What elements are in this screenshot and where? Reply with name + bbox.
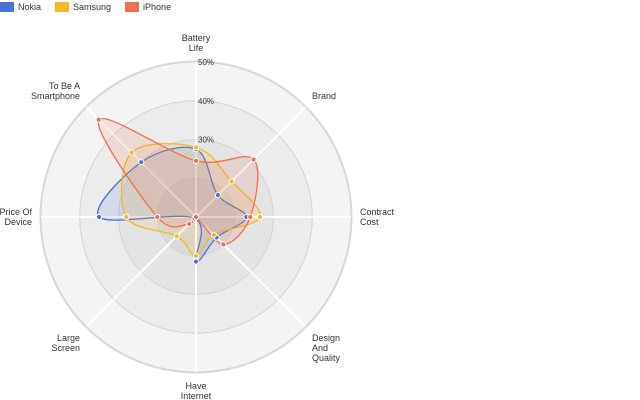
r-tick-label: 30% (198, 136, 214, 145)
data-point-iphone (186, 220, 193, 227)
data-point-samsung (256, 213, 264, 221)
grid-outer-ring (39, 60, 353, 374)
data-point-samsung (128, 149, 135, 156)
data-point-samsung (192, 144, 200, 151)
axis-label: Brand (312, 91, 336, 101)
data-point-iphone (247, 213, 254, 221)
axis-label-line: Cost (360, 217, 379, 227)
r-tick-label: 50% (198, 58, 214, 67)
axis-label: To Be A Smartphone (31, 81, 80, 101)
data-point-samsung (228, 178, 235, 185)
data-point-nokia (192, 258, 200, 265)
legend-item-samsung[interactable]: Samsung (55, 2, 111, 12)
axis-label-line: Contract (360, 207, 395, 217)
axis-label-line: And (312, 343, 328, 353)
legend-swatch (125, 2, 140, 12)
data-point-nokia (138, 159, 145, 166)
legend-item-nokia[interactable]: Nokia (0, 2, 41, 12)
radar-labels: 30% 40% 50% Battery Life Brand Contract Cost Des… (0, 33, 395, 400)
legend-label: iPhone (143, 2, 172, 12)
legend-label: Nokia (18, 2, 42, 12)
axis-label-line: Design (312, 333, 340, 343)
data-point-nokia (214, 191, 222, 199)
legend-swatch (55, 2, 70, 12)
data-point-iphone (250, 156, 257, 163)
r-tick-label: 40% (198, 97, 214, 106)
data-point-samsung (123, 213, 130, 221)
axis-label: Large Screen (52, 333, 81, 353)
axis-label-line: Battery (182, 33, 211, 43)
data-point-iphone (192, 157, 200, 164)
legend-label: Samsung (73, 2, 112, 12)
axis-label-line: Smartphone (31, 91, 80, 101)
data-point-samsung (173, 233, 180, 240)
axis-label-line: Have (185, 381, 206, 391)
data-point-iphone (220, 241, 227, 248)
legend-swatch (0, 2, 14, 12)
data-point-iphone (95, 116, 102, 123)
data-point-iphone (192, 213, 200, 221)
axis-label-line: To Be A (49, 81, 80, 91)
legend: Nokia Samsung iPhone (0, 0, 185, 14)
radar-series (95, 116, 264, 265)
data-point-samsung (192, 252, 200, 259)
axis-label-line: Internet (181, 391, 212, 400)
axis-label-line: Quality (312, 353, 341, 363)
axis-label: Price Of Device (0, 207, 32, 227)
axis-label: Contract Cost (360, 207, 395, 227)
axis-label: Battery Life (182, 33, 211, 53)
axis-label: Have Internet (181, 381, 212, 400)
axis-label-line: Large (57, 333, 80, 343)
axis-label-line: Price Of (0, 207, 32, 217)
axis-label: Design And Quality (312, 333, 341, 363)
legend-item-iphone[interactable]: iPhone (125, 2, 171, 12)
axis-label-line: Brand (312, 91, 336, 101)
axis-label-line: Device (4, 217, 32, 227)
data-point-iphone (154, 213, 161, 221)
data-point-nokia (96, 213, 103, 221)
data-point-samsung (210, 231, 217, 238)
axis-label-line: Life (189, 43, 204, 53)
axis-label-line: Screen (52, 343, 81, 353)
grid-spoke (195, 106, 307, 218)
